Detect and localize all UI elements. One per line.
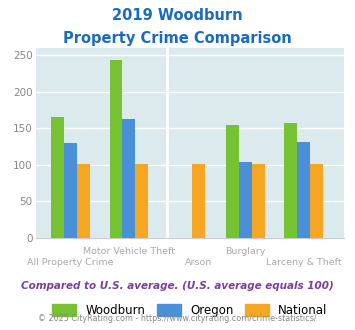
- Bar: [252, 164, 264, 238]
- Text: 2019 Woodburn: 2019 Woodburn: [112, 8, 243, 23]
- Bar: [64, 144, 77, 238]
- Bar: [284, 123, 297, 238]
- Bar: [51, 117, 64, 238]
- Bar: [192, 164, 205, 238]
- Text: Compared to U.S. average. (U.S. average equals 100): Compared to U.S. average. (U.S. average …: [21, 281, 334, 291]
- Bar: [297, 142, 310, 238]
- Text: Larceny & Theft: Larceny & Theft: [266, 258, 342, 268]
- Bar: [310, 164, 323, 238]
- Legend: Woodburn, Oregon, National: Woodburn, Oregon, National: [52, 304, 328, 317]
- Text: © 2025 CityRating.com - https://www.cityrating.com/crime-statistics/: © 2025 CityRating.com - https://www.city…: [38, 314, 317, 323]
- Text: Property Crime Comparison: Property Crime Comparison: [63, 31, 292, 46]
- Bar: [109, 60, 122, 238]
- Text: Arson: Arson: [185, 258, 212, 268]
- Bar: [226, 125, 239, 238]
- Bar: [122, 119, 135, 238]
- Text: Motor Vehicle Theft: Motor Vehicle Theft: [83, 247, 175, 256]
- Bar: [77, 164, 90, 238]
- Bar: [135, 164, 148, 238]
- Bar: [239, 162, 252, 238]
- Text: All Property Crime: All Property Crime: [27, 258, 114, 268]
- Text: Burglary: Burglary: [225, 247, 266, 256]
